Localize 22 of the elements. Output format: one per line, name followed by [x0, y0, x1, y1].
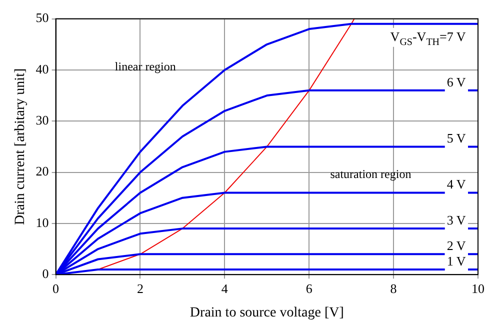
annotation: linear region — [114, 60, 176, 74]
y-tick-label: 0 — [42, 266, 49, 282]
series-label: 1 V — [446, 253, 466, 268]
x-tick-label: 4 — [221, 280, 228, 296]
x-tick-label: 8 — [390, 280, 397, 296]
y-tick-label: 40 — [36, 61, 49, 76]
y-axis-title: Drain current [arbitary unit] — [13, 68, 28, 226]
x-axis-title: Drain to source voltage [V] — [190, 305, 344, 320]
series-label: 3 V — [446, 212, 466, 228]
series-label: 2 V — [446, 238, 466, 254]
x-tick-label: 2 — [136, 280, 144, 296]
y-tick-label: 10 — [36, 214, 49, 230]
series-label: 6 V — [446, 74, 466, 90]
x-tick-label: 6 — [306, 280, 313, 296]
series-label: 5 V — [446, 130, 466, 146]
y-tick-label: 50 — [36, 10, 49, 26]
x-tick-label: 0 — [52, 280, 60, 296]
y-tick-label: 20 — [36, 164, 49, 179]
y-tick-label: 30 — [36, 112, 49, 128]
annotation: saturation region — [330, 166, 412, 181]
series-label: 4 V — [446, 176, 466, 192]
x-tick-label: 10 — [472, 280, 484, 296]
